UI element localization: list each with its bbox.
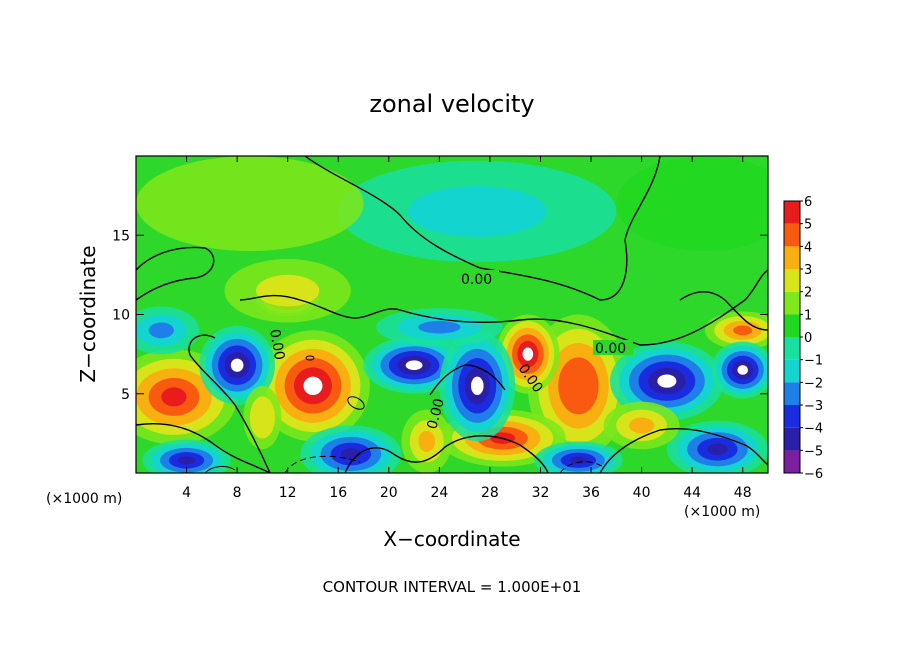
field-region bbox=[733, 325, 753, 336]
contour-label: 0.00 bbox=[595, 341, 626, 357]
contour-label: 0.00 bbox=[461, 272, 492, 288]
field-region bbox=[657, 374, 677, 388]
field-region bbox=[303, 376, 323, 396]
colorbar-swatch bbox=[784, 405, 800, 428]
contour-ring-bottom bbox=[204, 465, 236, 473]
colorbar-label: 2 bbox=[804, 286, 812, 301]
contour-dashed-a bbox=[284, 455, 361, 473]
field-region bbox=[161, 387, 187, 407]
colorbar-label: 0 bbox=[804, 331, 812, 346]
x-axis-ticks: 4 8 12 16 20 24 28 32 36 40 44 48 bbox=[182, 156, 752, 501]
colorbar-label: 4 bbox=[804, 240, 812, 255]
x-tick-label: 36 bbox=[582, 485, 600, 501]
field-region bbox=[256, 406, 269, 429]
colorbar-swatch bbox=[784, 223, 800, 247]
colorbar-swatch bbox=[784, 359, 800, 383]
colorbar-swatch bbox=[784, 201, 800, 224]
contour-zero-low4 bbox=[429, 364, 506, 396]
field-region bbox=[148, 322, 174, 339]
field-region bbox=[405, 360, 423, 371]
field-region bbox=[136, 156, 364, 252]
x-tick-label: 20 bbox=[380, 485, 398, 501]
contour-labels: 0.00 0.00 0.00 0.00 0.00 bbox=[266, 270, 633, 431]
contour-zero-mid bbox=[239, 269, 768, 346]
plot-area: 0.00 0.00 0.00 0.00 0.00 4 8 12 16 20 24 28 32 3… bbox=[112, 155, 769, 501]
y-axis-label: Z−coordinate bbox=[76, 245, 100, 382]
colorbar-label: 6 bbox=[804, 195, 812, 210]
contour-lines bbox=[136, 156, 768, 473]
y-tick-label: 5 bbox=[121, 387, 130, 403]
field-region bbox=[568, 371, 589, 401]
colorbar-label: 1 bbox=[804, 308, 812, 323]
field-region bbox=[616, 156, 768, 252]
field-region bbox=[177, 456, 196, 465]
colorbar-label: −4 bbox=[804, 422, 823, 437]
colorbar-label: 3 bbox=[804, 263, 812, 278]
y-tick-label: 15 bbox=[112, 228, 130, 244]
x-axis-unit-note: (×1000 m) bbox=[684, 504, 760, 520]
field-region bbox=[407, 186, 547, 237]
velocity-field bbox=[136, 156, 768, 473]
colorbar-label: −2 bbox=[804, 376, 823, 391]
y-tick-label: 10 bbox=[112, 308, 130, 324]
contour-inner-lines bbox=[204, 355, 606, 473]
field-region bbox=[569, 456, 588, 465]
x-tick-label: 12 bbox=[279, 485, 297, 501]
field-region bbox=[737, 365, 749, 375]
field-region bbox=[230, 358, 244, 372]
x-axis-label: X−coordinate bbox=[383, 527, 520, 551]
colorbar-swatch bbox=[784, 450, 800, 473]
colorbar-swatch bbox=[784, 382, 800, 405]
x-tick-label: 40 bbox=[633, 485, 651, 501]
contour-label: 0.00 bbox=[424, 397, 448, 431]
contour-zero-low2 bbox=[188, 334, 271, 473]
x-tick-label: 24 bbox=[430, 485, 448, 501]
colorbar-label: −3 bbox=[804, 399, 823, 414]
contour-small-ring bbox=[305, 355, 315, 361]
contour-zero-low5 bbox=[599, 427, 768, 473]
contour-zero-low3 bbox=[344, 435, 549, 473]
colorbar-swatch bbox=[784, 269, 800, 292]
contour-zero-left bbox=[136, 246, 215, 301]
colorbar: −6 −5 −4 −3 −2 −1 0 1 2 3 4 5 6 bbox=[783, 195, 823, 482]
contour-zero-right bbox=[679, 291, 768, 331]
x-tick-label: 16 bbox=[329, 485, 347, 501]
contour-dashed-b bbox=[559, 461, 606, 473]
x-tick-label: 8 bbox=[233, 485, 242, 501]
x-tick-label: 32 bbox=[532, 485, 550, 501]
colorbar-swatch bbox=[784, 291, 800, 315]
field-region bbox=[629, 417, 655, 434]
y-axis-ticks: 5 10 15 bbox=[112, 228, 768, 403]
colorbar-swatch bbox=[784, 314, 800, 337]
field-region bbox=[418, 320, 461, 334]
colorbar-label: −6 bbox=[804, 467, 823, 482]
x-tick-label: 4 bbox=[182, 485, 191, 501]
field-region bbox=[418, 430, 436, 452]
x-tick-label: 28 bbox=[481, 485, 499, 501]
colorbar-label: −5 bbox=[804, 444, 823, 459]
contour-zero-upper bbox=[304, 156, 661, 301]
contour-interval-note: CONTOUR INTERVAL = 1.000E+01 bbox=[323, 578, 582, 596]
colorbar-label: 5 bbox=[804, 218, 812, 233]
y-axis-unit-note: (×1000 m) bbox=[46, 491, 122, 507]
colorbar-swatch bbox=[784, 246, 800, 269]
field-region bbox=[522, 347, 534, 361]
field-region bbox=[256, 274, 320, 307]
contour-zero-low1 bbox=[136, 423, 271, 473]
chart-title: zonal velocity bbox=[369, 90, 534, 118]
colorbar-label: −1 bbox=[804, 354, 823, 369]
field-region bbox=[707, 443, 728, 455]
field-region bbox=[470, 376, 484, 396]
colorbar-swatch bbox=[784, 337, 800, 360]
colorbar-swatch bbox=[784, 427, 800, 451]
contour-label: 0.00 bbox=[266, 328, 287, 361]
x-tick-label: 44 bbox=[683, 485, 701, 501]
x-tick-label: 48 bbox=[734, 485, 752, 501]
contour-ring bbox=[347, 396, 365, 410]
